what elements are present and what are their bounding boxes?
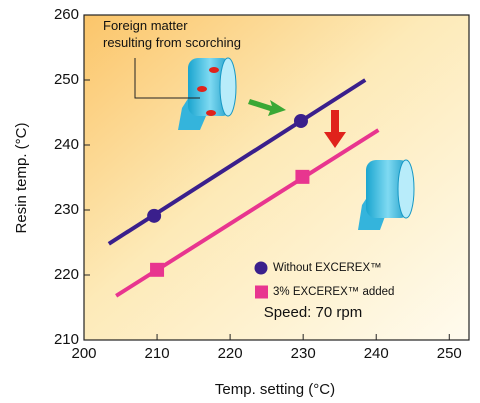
x-tick-label: 200 <box>71 345 96 362</box>
x-tick-label: 230 <box>291 345 316 362</box>
annotation: Speed: 70 rpm <box>264 304 362 321</box>
y-tick-label: 220 <box>54 266 79 283</box>
annotation: Foreign matter resulting from scorching <box>103 18 241 50</box>
legend-marker <box>255 285 268 299</box>
legend-label: Without EXCEREX™ <box>273 262 382 274</box>
legend-label: 3% EXCEREX™ added <box>273 286 394 298</box>
red-arrow <box>324 110 346 148</box>
green-arrow <box>248 99 286 116</box>
point <box>150 262 165 277</box>
point <box>293 113 308 128</box>
roll-with-defects <box>178 57 237 130</box>
x-tick-label: 250 <box>437 345 462 362</box>
x-tick-label: 220 <box>218 345 243 362</box>
x-tick-label: 240 <box>364 345 389 362</box>
point <box>147 208 162 223</box>
leader-line <box>134 58 200 99</box>
legend-marker <box>254 261 268 275</box>
y-axis-label: Resin temp. (°C) <box>13 122 30 233</box>
x-tick-label: 210 <box>145 345 170 362</box>
y-tick-label: 260 <box>54 6 79 23</box>
y-tick-label: 230 <box>54 201 79 218</box>
clean-roll <box>358 159 415 230</box>
point <box>295 169 310 184</box>
x-axis-label: Temp. setting (°C) <box>215 381 335 398</box>
y-tick-label: 250 <box>54 71 79 88</box>
y-tick-label: 240 <box>54 136 79 153</box>
y-tick-label: 210 <box>54 331 79 348</box>
